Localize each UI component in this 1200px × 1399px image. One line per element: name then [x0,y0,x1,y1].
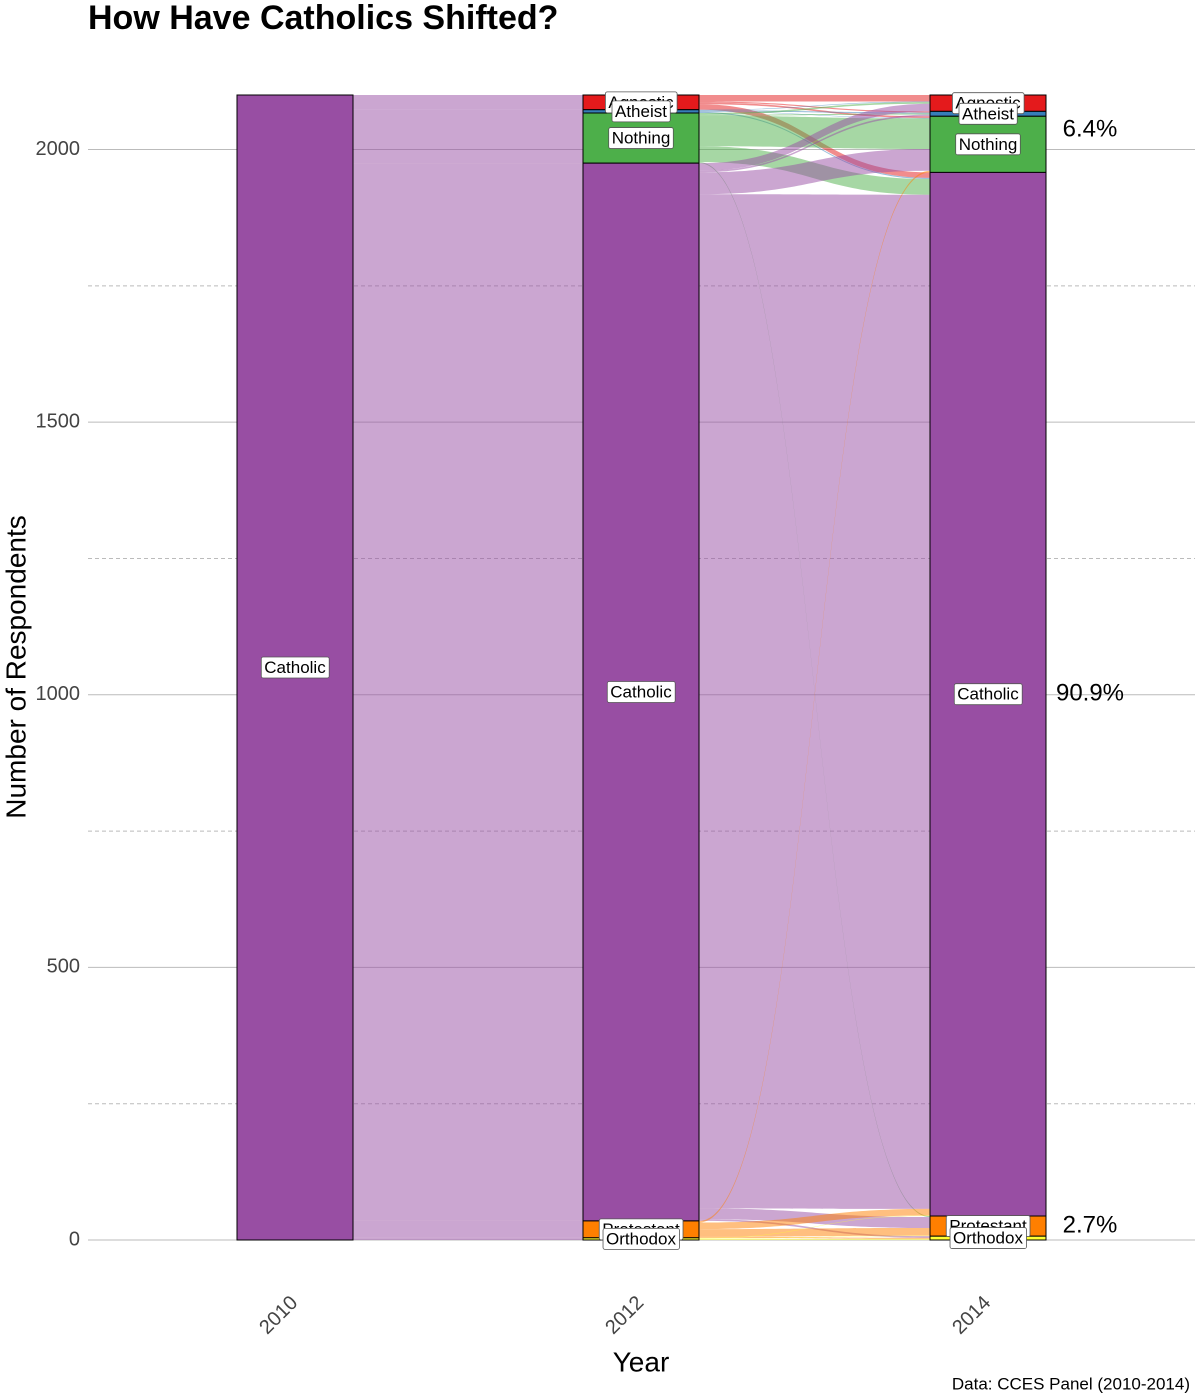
stratum-label-box [608,127,674,149]
stratum-label: Orthodox [602,1227,680,1250]
stratum-label: Atheist [611,100,671,123]
stratum-label: Catholic [260,656,330,679]
stratum-label: Nothing [955,133,1021,156]
stratum-label-text: Orthodox [606,1229,676,1248]
y-tick-label: 2000 [36,138,81,160]
x-tick-label: 2014 [948,1292,995,1339]
stratum-label: Orthodox [949,1227,1027,1249]
stratum-label-box [949,1227,1027,1249]
stratum-label-box [955,133,1021,156]
stratum-label-box [260,656,330,679]
stratum-label-box [611,100,671,123]
flow [699,103,930,171]
stratum-label-box [958,102,1018,125]
y-tick-label: 500 [47,956,80,978]
stratum-label-text: Nothing [959,135,1018,154]
flow [699,1215,930,1239]
stratum-label: Atheist [958,102,1018,125]
flow [699,1238,930,1240]
flow [699,101,930,111]
stratum-label-text: Orthodox [953,1229,1023,1248]
stratum-label-text: Nothing [612,129,671,148]
x-tick-label: 2010 [255,1292,302,1339]
percent-annotation: 90.9% [1056,680,1124,707]
stratum-label-text: Atheist [962,104,1014,123]
flow [699,102,930,118]
flow [353,1220,583,1238]
stratum-label-box [602,1227,680,1250]
y-tick-label: 1000 [36,683,81,705]
x-axis-title: Year [613,1346,670,1377]
flow [699,102,930,115]
percent-annotation: 6.4% [1063,116,1118,143]
flow [699,194,930,1209]
y-tick-label: 0 [69,1228,80,1250]
y-tick-label: 1500 [36,410,81,432]
stratum-label-box [953,683,1023,706]
flow [699,114,930,173]
stratum-label-box [606,681,676,703]
stratum-label: Catholic [953,683,1023,706]
flow [699,101,930,113]
stratum-label-text: Atheist [615,102,667,121]
flow [699,148,930,195]
flow [699,95,930,102]
flow [699,1235,930,1239]
flow [353,112,583,164]
stratum-label: Catholic [606,681,676,703]
caption: Data: CCES Panel (2010-2014) [952,1374,1190,1393]
flow [353,109,583,113]
flow [353,163,583,1221]
flow [353,95,583,110]
y-axis-title: Number of Respondents [0,515,31,819]
flow [353,1237,583,1240]
stratum-label-text: Catholic [610,683,672,702]
flow [699,170,930,1223]
percent-annotation: 2.7% [1063,1211,1118,1238]
stratum-label-text: Catholic [957,685,1019,704]
stratum-label-text: Catholic [264,658,326,677]
x-tick-label: 2012 [601,1292,648,1339]
stratum-label: Nothing [608,127,674,149]
chart-title: How Have Catholics Shifted? [88,0,558,37]
flow [699,115,930,149]
flows [353,95,930,1240]
flow [699,1236,930,1239]
flow [699,1208,930,1230]
flow [699,1228,930,1237]
